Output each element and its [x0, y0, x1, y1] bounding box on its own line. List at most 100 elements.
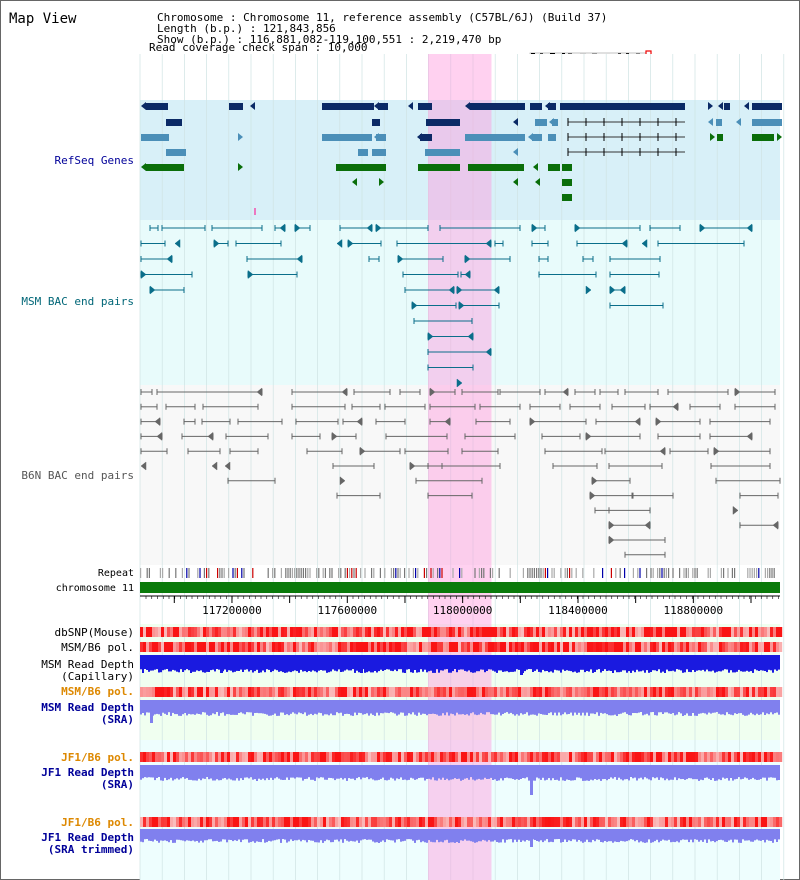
jf1-pol-trim-cell[interactable] [746, 817, 750, 827]
msm-pol-cap-cell[interactable] [392, 642, 396, 652]
jf1-pol-sra-cell[interactable] [692, 752, 696, 762]
msm-depth-sra-bar[interactable] [368, 712, 370, 716]
jf1-depth-sra-bar[interactable] [398, 777, 400, 780]
msm-pol-sra-cell[interactable] [242, 687, 246, 697]
msm-pol-sra-cell[interactable] [416, 687, 420, 697]
msm-depth-cap-bar[interactable] [356, 669, 358, 671]
gene-block[interactable] [166, 149, 186, 156]
jf1-depth-trim-bar[interactable] [752, 839, 754, 842]
msm-depth-cap-bar[interactable] [542, 669, 544, 670]
msm-pol-cap-cell[interactable] [620, 642, 624, 652]
msm-pol-cap-cell[interactable] [734, 642, 738, 652]
msm-pol-sra-cell[interactable] [617, 687, 621, 697]
msm-pol-sra-cell[interactable] [311, 687, 315, 697]
jf1-depth-trim-bar[interactable] [298, 839, 300, 840]
jf1-depth-sra-bar[interactable] [204, 777, 206, 779]
repeat-element[interactable] [322, 568, 324, 578]
repeat-element[interactable] [181, 568, 183, 578]
jf1-depth-sra-bar[interactable] [634, 777, 636, 778]
msm-depth-sra-bar[interactable] [696, 712, 698, 716]
dbsnp-cell[interactable] [704, 627, 708, 637]
dbsnp-cell[interactable] [551, 627, 555, 637]
msm-depth-cap-bar[interactable] [234, 669, 236, 672]
msm-depth-cap-bar[interactable] [376, 669, 378, 673]
msm-pol-sra-cell[interactable] [410, 687, 414, 697]
jf1-depth-trim-bar[interactable] [308, 839, 310, 840]
msm-pol-sra-cell[interactable] [233, 687, 237, 697]
dbsnp-cell[interactable] [302, 627, 306, 637]
msm-pol-cap-cell[interactable] [740, 642, 744, 652]
msm-pol-sra-cell[interactable] [161, 687, 165, 697]
msm-depth-sra-bar[interactable] [638, 712, 640, 713]
bac-end-arrow[interactable] [331, 431, 338, 441]
jf1-pol-sra-cell[interactable] [248, 752, 252, 762]
msm-pol-sra-cell[interactable] [176, 687, 180, 697]
gene-arrow[interactable] [736, 118, 741, 126]
jf1-pol-trim-cell[interactable] [200, 817, 204, 827]
bac-end-arrow[interactable] [562, 387, 569, 397]
msm-pol-cap-cell[interactable] [683, 642, 687, 652]
jf1-depth-sra-bar[interactable] [612, 777, 614, 779]
msm-pol-cap-cell[interactable] [371, 642, 375, 652]
jf1-pol-trim-cell[interactable] [365, 817, 369, 827]
jf1-depth-trim-bar[interactable] [674, 839, 676, 843]
msm-pol-cap-cell[interactable] [380, 642, 384, 652]
msm-depth-cap-bar[interactable] [172, 669, 174, 670]
jf1-depth-trim-bar[interactable] [472, 839, 474, 842]
jf1-pol-sra-cell[interactable] [710, 752, 714, 762]
msm-pol-cap-cell[interactable] [545, 642, 549, 652]
msm-depth-cap-bar[interactable] [184, 669, 186, 671]
jf1-pol-sra-cell[interactable] [143, 752, 147, 762]
jf1-pol-sra-cell[interactable] [494, 752, 498, 762]
msm-pol-sra-cell[interactable] [287, 687, 291, 697]
msm-depth-sra-bar[interactable] [566, 712, 568, 715]
msm-depth-sra-bar[interactable] [378, 712, 380, 716]
dbsnp-cell[interactable] [650, 627, 654, 637]
msm-depth-sra-bar[interactable] [778, 712, 780, 715]
msm-pol-sra-cell[interactable] [179, 687, 183, 697]
msm-pol-cap-cell[interactable] [152, 642, 156, 652]
msm-pol-sra-cell[interactable] [338, 687, 342, 697]
msm-pol-sra-cell[interactable] [356, 687, 360, 697]
jf1-depth-sra-bar[interactable] [544, 777, 546, 781]
msm-depth-cap-bar[interactable] [288, 669, 290, 672]
gene-arrow[interactable] [513, 178, 518, 186]
polymorphism-tracks[interactable] [140, 627, 783, 827]
track-label-msm-depth-cap-1[interactable]: MSM Read Depth [41, 658, 134, 671]
jf1-depth-trim-bar[interactable] [618, 839, 620, 843]
msm-depth-cap-bar[interactable] [286, 669, 288, 673]
msm-depth-sra-bar[interactable] [494, 712, 496, 715]
msm-pol-sra-cell[interactable] [491, 687, 495, 697]
jf1-depth-trim-bar[interactable] [586, 839, 588, 840]
jf1-pol-trim-cell[interactable] [347, 817, 351, 827]
msm-depth-sra-bar[interactable] [156, 712, 158, 714]
msm-depth-sra-bar[interactable] [552, 712, 554, 716]
msm-pol-sra-cell[interactable] [422, 687, 426, 697]
msm-pol-sra-cell[interactable] [602, 687, 606, 697]
msm-pol-sra-cell[interactable] [326, 687, 330, 697]
jf1-pol-trim-cell[interactable] [233, 817, 237, 827]
bac-end-arrow[interactable] [609, 285, 616, 295]
bac-end-arrow[interactable] [485, 238, 492, 249]
msm-depth-cap-bar[interactable] [710, 669, 712, 672]
msm-depth-sra-bar[interactable] [200, 712, 202, 715]
dbsnp-cell[interactable] [164, 627, 168, 637]
msm-pol-cap-cell[interactable] [362, 642, 366, 652]
msm-depth-cap-bar[interactable] [414, 669, 416, 670]
repeat-element[interactable] [307, 568, 309, 578]
msm-pol-sra-cell[interactable] [476, 687, 480, 697]
msm-pol-cap-cell[interactable] [770, 642, 774, 652]
repeat-element[interactable] [203, 568, 205, 578]
msm-depth-cap-bar[interactable] [602, 669, 604, 671]
repeat-element[interactable] [188, 568, 190, 578]
msm-depth-cap-bar[interactable] [228, 669, 230, 671]
msm-pol-cap-cell[interactable] [365, 642, 369, 652]
msm-depth-sra-bar[interactable] [164, 712, 166, 714]
jf1-pol-sra-cell[interactable] [326, 752, 330, 762]
jf1-pol-trim-cell[interactable] [497, 817, 501, 827]
msm-pol-cap-cell[interactable] [485, 642, 489, 652]
repeat-element[interactable] [168, 568, 170, 578]
jf1-pol-trim-cell[interactable] [329, 817, 333, 827]
msm-pol-cap-cell[interactable] [509, 642, 513, 652]
jf1-depth-sra-bar[interactable] [666, 777, 668, 779]
